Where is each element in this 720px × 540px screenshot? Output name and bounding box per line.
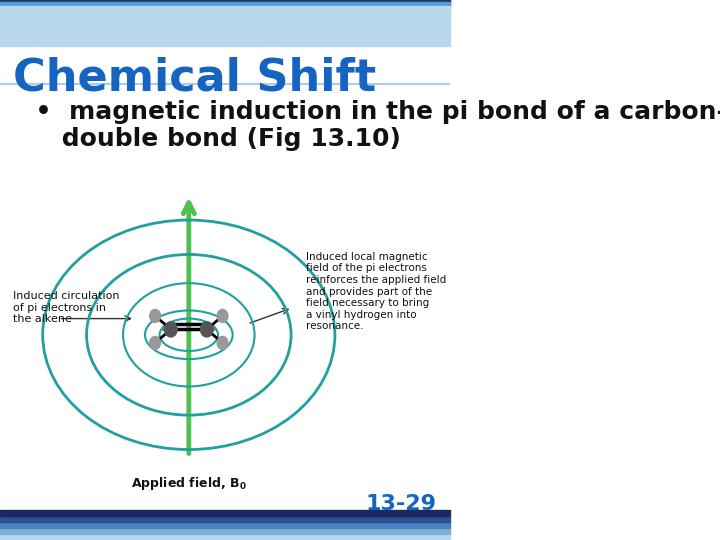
Bar bbox=[0, 6, 449, 10]
Text: double bond (Fig 13.10): double bond (Fig 13.10) bbox=[18, 127, 401, 151]
Text: Induced circulation
of pi electrons in
the alkene: Induced circulation of pi electrons in t… bbox=[14, 291, 120, 325]
Text: •  magnetic induction in the pi bond of a carbon-carbon: • magnetic induction in the pi bond of a… bbox=[18, 100, 720, 124]
Bar bbox=[0, 6, 449, 46]
Bar bbox=[0, 2, 449, 6]
Bar bbox=[0, 522, 449, 528]
Text: Applied field, $\mathbf{B_0}$: Applied field, $\mathbf{B_0}$ bbox=[131, 475, 247, 492]
Bar bbox=[0, 0, 449, 2]
Bar bbox=[0, 516, 449, 522]
Bar bbox=[0, 0, 449, 6]
Circle shape bbox=[150, 336, 161, 349]
Circle shape bbox=[150, 309, 161, 322]
Text: Induced local magnetic
field of the pi electrons
reinforces the applied field
an: Induced local magnetic field of the pi e… bbox=[306, 252, 446, 332]
Circle shape bbox=[165, 322, 177, 337]
Circle shape bbox=[217, 336, 228, 349]
Bar bbox=[0, 510, 449, 516]
Text: 13-29: 13-29 bbox=[365, 494, 436, 514]
Circle shape bbox=[217, 309, 228, 322]
Circle shape bbox=[200, 322, 213, 337]
Text: Chemical Shift: Chemical Shift bbox=[14, 57, 377, 100]
Bar bbox=[0, 534, 449, 540]
Bar bbox=[0, 528, 449, 534]
